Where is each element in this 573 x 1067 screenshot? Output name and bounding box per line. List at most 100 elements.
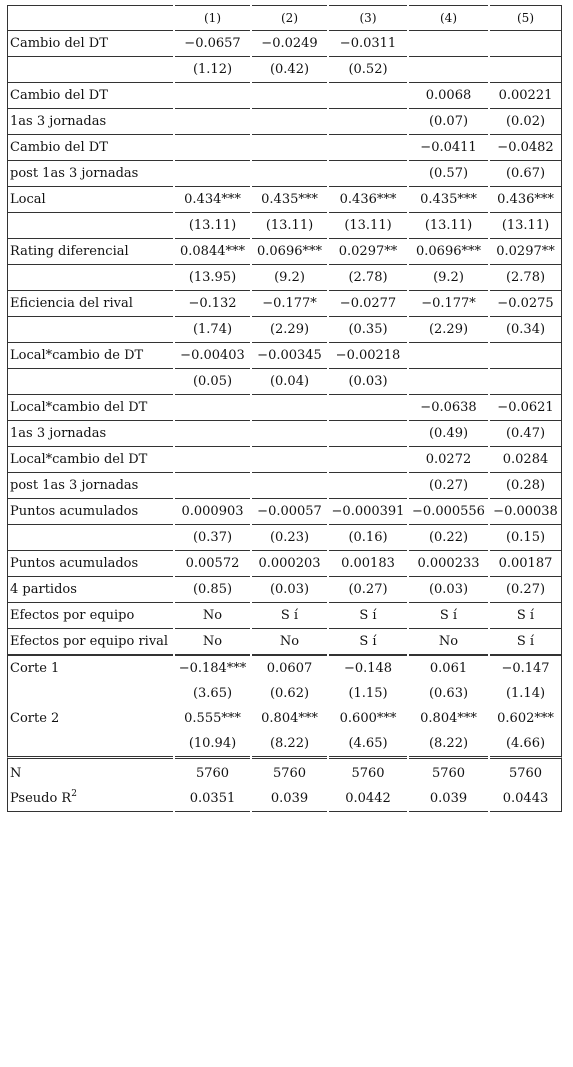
table-cell: 0.436*** — [329, 187, 407, 213]
table-cell: (0.67) — [490, 161, 562, 187]
table-cell: 5760 — [351, 766, 385, 781]
table-cell — [175, 395, 250, 421]
row-label-text: post 1as 3 jornadas — [10, 478, 139, 493]
table-cell: −0.00038 — [490, 499, 562, 525]
table-cell — [175, 473, 250, 499]
table-cell: (1.14) — [490, 681, 562, 706]
regression-table: (1) (2) (3) (4) (5) Cambio del DT −0.0657 −0.02… — [5, 5, 564, 812]
table-cell: (4.66) — [490, 731, 562, 759]
table-cell: No — [175, 603, 250, 629]
table-cell: (9.2) — [409, 265, 488, 291]
row-label: Cambio del DT — [7, 135, 173, 161]
table-cell: −0.132 — [175, 291, 250, 317]
table-row: N 5760 5760 5760 5760 5760 — [7, 759, 562, 786]
table-cell: (0.05) — [175, 369, 250, 395]
row-label: Corte 2 — [7, 706, 173, 731]
column-header: (3) — [329, 5, 407, 31]
table-cell: 0.000203 — [252, 551, 327, 577]
table-row: (10.94) (8.22) (4.65) (8.22) (4.66) — [7, 731, 562, 759]
row-label: 1as 3 jornadas — [7, 421, 173, 447]
row-label: Cambio del DT — [7, 83, 173, 109]
table-cell: 5760 — [272, 766, 307, 781]
table-row: Eficiencia del rival −0.132 −0.177* −0.0277… — [7, 291, 562, 317]
table-cell: (0.35) — [329, 317, 407, 343]
table-cell — [329, 161, 407, 187]
table-row: Cambio del DT −0.0657 −0.0249 −0.0311 — [7, 31, 562, 57]
row-label: Puntos acumulados — [7, 499, 173, 525]
table-cell: (13.11) — [409, 213, 488, 239]
table-cell: (9.2) — [252, 265, 327, 291]
table-cell — [252, 447, 327, 473]
row-label-text: 1as 3 jornadas — [10, 114, 107, 129]
table-cell: No — [252, 629, 327, 655]
table-cell: (0.03) — [252, 577, 327, 603]
row-label-text: Efectos por equipo rival — [10, 634, 169, 649]
row-label — [7, 317, 173, 343]
table-cell: −0.00403 — [175, 343, 250, 369]
table-cell: −0.0657 — [175, 31, 250, 57]
table-cell: (0.27) — [490, 577, 562, 603]
table-cell: 0.804*** — [420, 711, 477, 726]
row-label: Local — [7, 187, 173, 213]
table-cell: 0.039 — [409, 786, 488, 812]
table-cell: (0.22) — [409, 525, 488, 551]
table-cell: 0.0068 — [409, 83, 488, 109]
row-label: Local*cambio de DT — [7, 343, 173, 369]
table-cell — [329, 83, 407, 109]
row-label-text: Rating diferencial — [10, 244, 129, 259]
column-header: (1) — [175, 5, 250, 31]
table-cell: (0.57) — [409, 161, 488, 187]
table-cell: −0.0275 — [490, 291, 562, 317]
table-cell: 0.0696*** — [409, 239, 488, 265]
table-cell — [409, 369, 488, 395]
table-cell: (2.78) — [329, 265, 407, 291]
row-label-text: Cambio del DT — [10, 36, 108, 51]
table-cell: (0.27) — [409, 473, 488, 499]
table-cell: 0.0297** — [329, 239, 407, 265]
table-cell: −0.148 — [329, 655, 407, 681]
table-cell — [329, 135, 407, 161]
table-row: Cambio del DT 0.0068 0.00221 — [7, 83, 562, 109]
table-cell — [329, 109, 407, 135]
table-cell: 0.555*** — [184, 711, 241, 726]
table-cell: −0.0621 — [490, 395, 562, 421]
table-cell: 0.00183 — [329, 551, 407, 577]
table-row: post 1as 3 jornadas (0.27) (0.28) — [7, 473, 562, 499]
table-cell — [409, 57, 488, 83]
table-cell: (0.23) — [252, 525, 327, 551]
table-cell: −0.0411 — [409, 135, 488, 161]
table-cell: (0.03) — [409, 577, 488, 603]
table-row: (13.95) (9.2) (2.78) (9.2) (2.78) — [7, 265, 562, 291]
table-cell: S í — [490, 629, 562, 655]
row-label-text: Local — [10, 192, 46, 207]
row-label: Cambio del DT — [7, 31, 173, 57]
table-cell: −0.184*** — [175, 655, 250, 681]
row-label: Local*cambio del DT — [7, 447, 173, 473]
table-cell: 5760 — [195, 766, 230, 781]
table-row: 1as 3 jornadas (0.49) (0.47) — [7, 421, 562, 447]
table-cell: 5760 — [431, 766, 466, 781]
table-row: Pseudo R2 0.0351 0.039 0.0442 0.039 0.0443 — [7, 786, 562, 812]
table-body: (1) (2) (3) (4) (5) Cambio del DT −0.0657 −0.02… — [7, 5, 562, 812]
column-header: (2) — [252, 5, 327, 31]
table-cell — [409, 343, 488, 369]
table-cell: (1.15) — [348, 686, 388, 701]
table-cell: 0.000903 — [175, 499, 250, 525]
table-cell: (1.12) — [175, 57, 250, 83]
table-cell: 0.600*** — [339, 711, 397, 726]
table-cell — [490, 57, 562, 83]
row-label: N — [7, 759, 173, 786]
table-cell: No — [409, 629, 488, 655]
row-label-text: N — [10, 766, 22, 781]
row-label: Eficiencia del rival — [7, 291, 173, 317]
row-label-text: Puntos acumulados — [10, 504, 139, 519]
table-cell: (0.03) — [329, 369, 407, 395]
header-row: (1) (2) (3) (4) (5) — [7, 5, 562, 31]
row-label — [7, 213, 173, 239]
table-row: Local 0.434*** 0.435*** 0.436*** 0.435*** 0.4… — [7, 187, 562, 213]
table-cell: (0.85) — [175, 577, 250, 603]
table-cell: 0.00187 — [490, 551, 562, 577]
table-cell: 0.061 — [409, 655, 488, 681]
table-cell: S í — [252, 603, 327, 629]
table-cell: (0.16) — [329, 525, 407, 551]
